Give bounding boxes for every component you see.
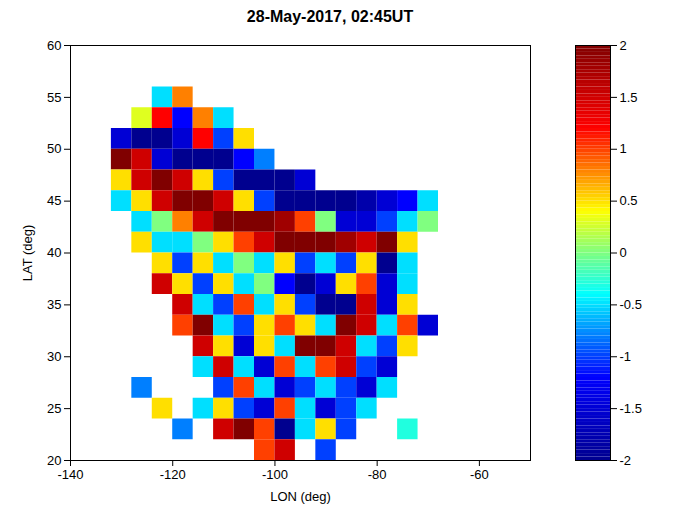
svg-text:35: 35 (47, 297, 61, 312)
svg-text:-80: -80 (368, 467, 387, 482)
svg-text:60: 60 (47, 38, 61, 53)
svg-text:0: 0 (620, 245, 627, 260)
svg-text:LAT (deg): LAT (deg) (20, 225, 35, 282)
svg-text:-2: -2 (620, 453, 632, 468)
svg-text:0.5: 0.5 (620, 193, 638, 208)
svg-text:1.5: 1.5 (620, 90, 638, 105)
svg-text:25: 25 (47, 401, 61, 416)
svg-text:-100: -100 (262, 467, 288, 482)
svg-text:-0.5: -0.5 (620, 297, 642, 312)
svg-text:50: 50 (47, 141, 61, 156)
svg-text:-1: -1 (620, 349, 632, 364)
svg-text:1: 1 (620, 141, 627, 156)
svg-text:20: 20 (47, 453, 61, 468)
svg-text:45: 45 (47, 193, 61, 208)
svg-text:30: 30 (47, 349, 61, 364)
html-text:28-May-2017, 02:45UT: 28-May-2017, 02:45UT (246, 8, 414, 25)
svg-text:55: 55 (47, 90, 61, 105)
svg-text:-140: -140 (57, 467, 83, 482)
svg-text:2: 2 (620, 38, 627, 53)
svg-text:-60: -60 (470, 467, 489, 482)
svg-text:40: 40 (47, 245, 61, 260)
svg-text:LON (deg): LON (deg) (270, 489, 331, 504)
svg-text:-120: -120 (160, 467, 186, 482)
svg-text:-1.5: -1.5 (620, 401, 642, 416)
